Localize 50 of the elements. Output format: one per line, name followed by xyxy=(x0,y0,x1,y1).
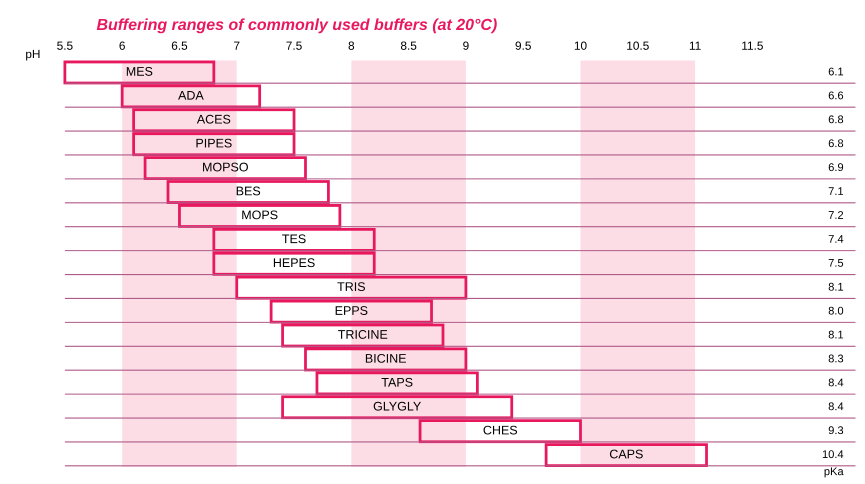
y-tick-label: GLYGLY xyxy=(374,402,421,411)
y-tick-label: BES xyxy=(236,186,260,196)
annotation: 8.4 xyxy=(828,378,844,386)
annotation: 8.4 xyxy=(828,402,844,410)
annotation: 6.9 xyxy=(828,163,844,172)
annotation: 6.8 xyxy=(828,115,844,124)
annotation: 10.4 xyxy=(822,450,844,458)
y-tick-label: TRIS xyxy=(337,282,365,292)
x-tick-label: 7.5 xyxy=(286,42,302,50)
y-tick-label: TAPS xyxy=(382,378,412,387)
x-tick-label: 10.5 xyxy=(627,41,649,50)
annotation: 8.3 xyxy=(828,354,844,362)
annotation: 8.0 xyxy=(828,306,844,315)
y-tick-label: MOPSO xyxy=(203,162,248,172)
x-tick-label: 11.5 xyxy=(742,42,763,50)
annotation: 6.6 xyxy=(828,91,844,100)
annotation: 9.3 xyxy=(828,426,844,434)
y-tick-label: PIPES xyxy=(196,138,232,148)
x-tick-label: 7 xyxy=(234,42,240,50)
annotation: 7.5 xyxy=(828,259,844,267)
text: pKa xyxy=(824,467,844,478)
annotation: 7.4 xyxy=(828,235,844,243)
y-tick-label: MES xyxy=(126,66,152,76)
annotation: 7.1 xyxy=(828,187,844,195)
y-tick-label: EPPS xyxy=(336,306,368,315)
y-tick-label: TRICINE xyxy=(338,330,388,339)
y-tick-label: TES xyxy=(282,234,306,244)
y-tick-label: MOPS xyxy=(242,210,278,220)
annotation: 7.2 xyxy=(828,211,844,219)
y-tick-label: HEPES xyxy=(274,258,315,268)
x-tick-label: 6 xyxy=(119,41,125,50)
annotation: 6.1 xyxy=(828,68,844,76)
x-tick-label: 11 xyxy=(690,42,701,50)
chart-title: Buffering ranges of commonly used buffers (at 20°C) xyxy=(96,18,497,34)
x-tick-label: 9 xyxy=(463,41,469,50)
x-tick-label: 5.5 xyxy=(57,42,73,50)
annotation: 8.1 xyxy=(828,330,844,339)
y-tick-label: CHES xyxy=(484,426,518,435)
x-tick-label: 8 xyxy=(348,41,354,50)
x-tick-label: 9.5 xyxy=(516,41,531,50)
y-tick-label: ADA xyxy=(178,91,204,100)
x-tick-label: 10 xyxy=(574,41,587,50)
y-tick-label: ACES xyxy=(196,114,230,124)
x-tick-label: 6.5 xyxy=(172,41,188,50)
y-tick-label: CAPS xyxy=(610,450,643,458)
x-axis-title: pH xyxy=(26,50,40,60)
y-tick-label: BICINE xyxy=(366,354,406,363)
annotation: 6.8 xyxy=(828,139,844,148)
x-tick-label: 8.5 xyxy=(400,41,416,50)
annotation: 8.1 xyxy=(828,282,844,291)
